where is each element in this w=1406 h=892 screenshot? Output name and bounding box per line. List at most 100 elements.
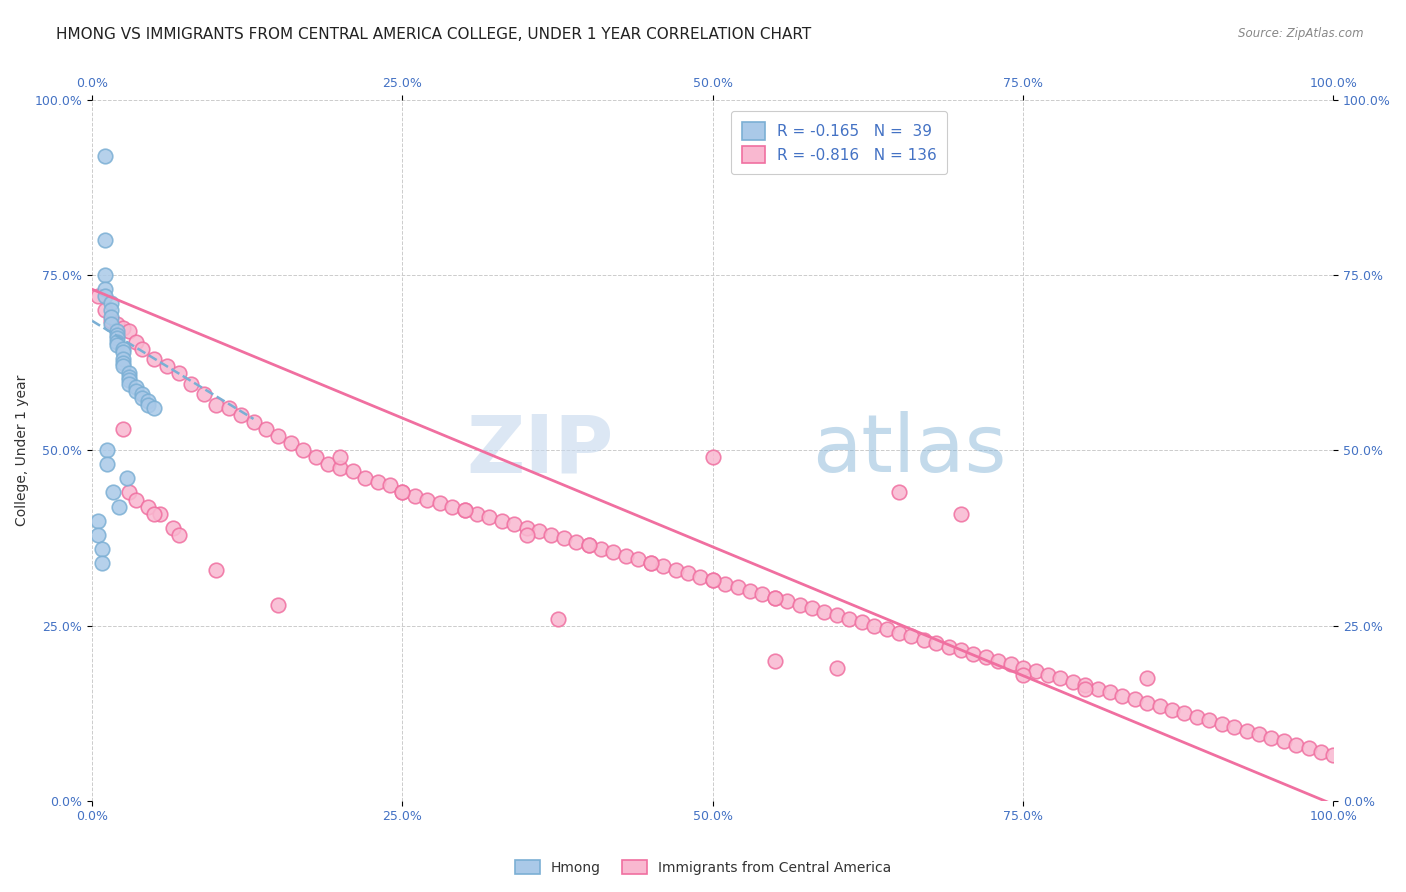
Point (143, 401, 166, 416)
Point (714, 576, 737, 591)
Point (329, 450, 352, 465)
Point (103, 485, 125, 500)
Text: Source: ZipAtlas.com: Source: ZipAtlas.com (1239, 27, 1364, 40)
Point (540, 527, 562, 541)
Point (391, 485, 413, 500)
Point (93, 282, 115, 296)
Legend: Hmong, Immigrants from Central America: Hmong, Immigrants from Central America (509, 855, 897, 880)
Point (516, 527, 538, 541)
Point (1087, 681, 1109, 696)
Point (87, 527, 110, 541)
Point (105, 324, 128, 338)
Point (329, 461, 352, 475)
Point (887, 625, 910, 640)
Point (1260, 731, 1282, 745)
Point (702, 573, 724, 587)
Point (131, 387, 153, 401)
Point (100, 296, 122, 310)
Point (367, 475, 389, 489)
Text: atlas: atlas (813, 411, 1007, 490)
Point (1136, 671, 1159, 685)
Point (108, 500, 131, 514)
Point (912, 632, 935, 647)
Point (100, 318, 122, 332)
Point (143, 352, 166, 367)
Point (925, 636, 948, 650)
Point (950, 643, 973, 657)
Point (105, 334, 128, 349)
Point (689, 569, 711, 583)
Point (136, 394, 159, 409)
Point (205, 398, 228, 412)
Point (676, 566, 699, 580)
Point (825, 608, 848, 623)
Point (491, 514, 513, 528)
Point (640, 556, 662, 570)
Point (229, 409, 252, 423)
Point (1310, 745, 1333, 759)
Point (1185, 709, 1208, 723)
Text: ZIP: ZIP (467, 411, 613, 490)
Point (87, 514, 110, 528)
Point (974, 650, 997, 665)
Point (416, 492, 439, 507)
Point (813, 605, 835, 619)
Point (404, 489, 426, 503)
Point (131, 342, 153, 356)
Point (1173, 706, 1195, 721)
Point (1000, 657, 1022, 672)
Point (87, 289, 110, 303)
Point (167, 367, 190, 381)
Point (640, 556, 662, 570)
Point (218, 401, 240, 416)
Point (1024, 664, 1046, 678)
Point (118, 485, 141, 500)
Point (987, 654, 1010, 668)
Point (1111, 689, 1133, 703)
Point (863, 618, 886, 632)
Point (591, 541, 613, 556)
Point (112, 352, 135, 367)
Point (342, 465, 364, 479)
Point (1049, 671, 1071, 685)
Point (702, 573, 724, 587)
Point (1012, 660, 1035, 674)
Point (91, 541, 114, 556)
Point (1322, 748, 1344, 763)
Point (763, 591, 786, 605)
Point (105, 327, 128, 342)
Point (149, 507, 172, 521)
Point (602, 545, 624, 559)
Point (112, 422, 135, 436)
Point (267, 429, 290, 443)
Point (254, 422, 277, 436)
Point (565, 534, 588, 549)
Point (143, 507, 166, 521)
Point (136, 398, 159, 412)
Point (1223, 720, 1246, 734)
Point (453, 503, 475, 517)
Point (112, 321, 135, 335)
Point (838, 612, 860, 626)
Point (1098, 685, 1121, 699)
Point (1161, 703, 1184, 717)
Point (578, 538, 600, 552)
Point (124, 384, 146, 398)
Point (1074, 681, 1097, 696)
Point (100, 310, 122, 325)
Point (124, 334, 146, 349)
Point (156, 359, 179, 374)
Point (887, 485, 910, 500)
Point (118, 370, 141, 384)
Point (91, 556, 114, 570)
Point (938, 640, 960, 654)
Point (93, 233, 115, 247)
Point (267, 598, 290, 612)
Point (763, 654, 786, 668)
Point (118, 367, 141, 381)
Point (354, 471, 377, 485)
Point (93, 149, 115, 163)
Point (851, 615, 873, 629)
Point (292, 443, 315, 458)
Point (578, 538, 600, 552)
